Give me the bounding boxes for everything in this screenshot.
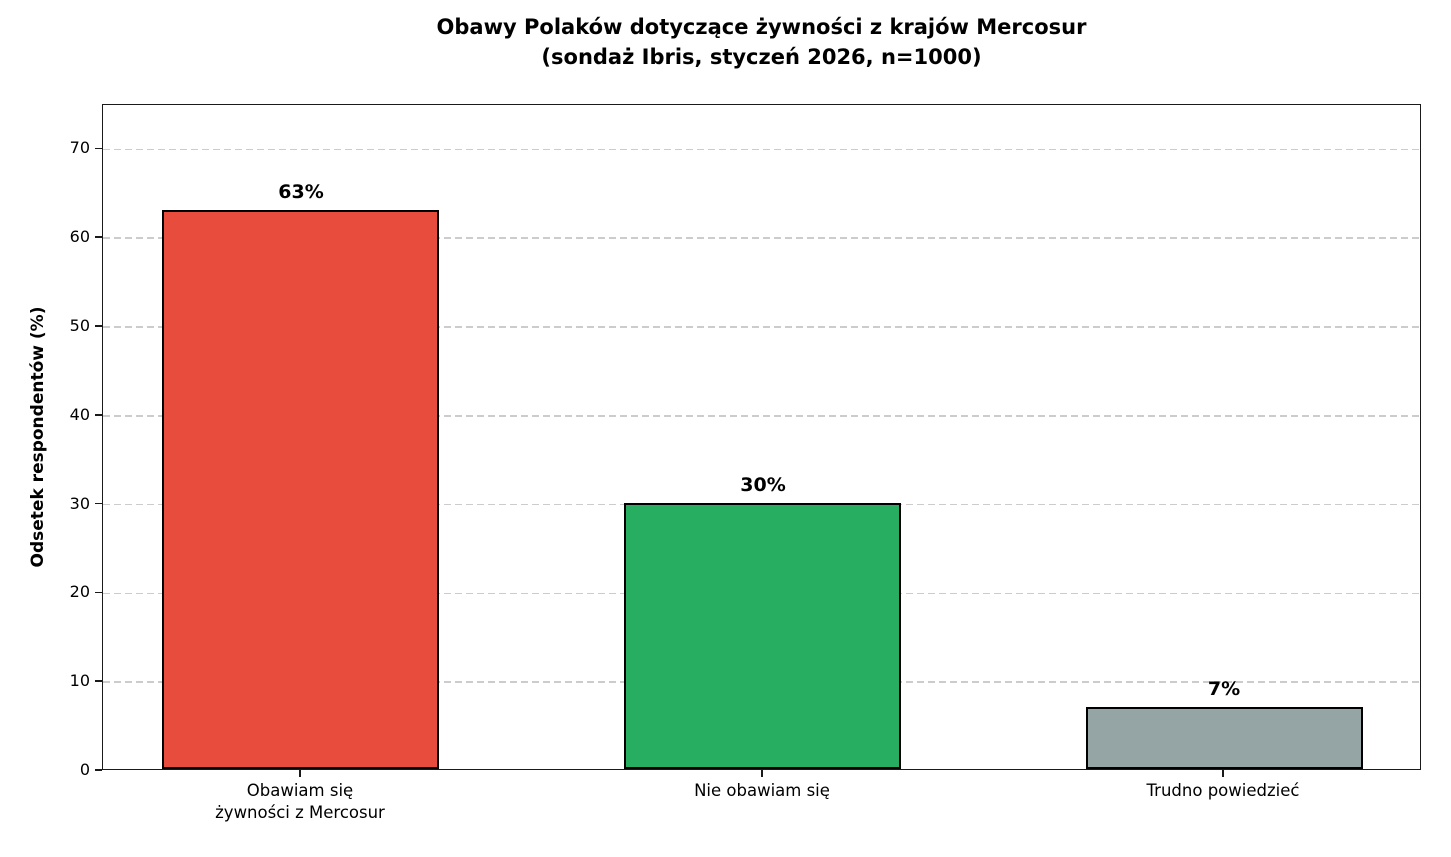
gridline bbox=[103, 148, 1420, 151]
bar bbox=[162, 210, 439, 769]
chart-title: Obawy Polaków dotyczące żywności z krajó… bbox=[436, 15, 1087, 39]
x-tick-mark bbox=[1222, 770, 1224, 777]
y-tick-label: 70 bbox=[69, 138, 90, 158]
y-tick-mark bbox=[95, 591, 102, 594]
y-tick-label: 30 bbox=[69, 493, 90, 513]
x-tick-label: Obawiam się żywności z Mercosur bbox=[215, 781, 385, 822]
x-tick-mark bbox=[299, 770, 301, 777]
gridline bbox=[103, 326, 1420, 328]
y-tick-label: 20 bbox=[69, 582, 90, 602]
y-tick-label: 40 bbox=[69, 404, 90, 424]
y-tick-label: 50 bbox=[69, 316, 90, 335]
title-block: Obawy Polaków dotyczące żywności z krajó… bbox=[102, 12, 1421, 72]
y-tick-mark bbox=[95, 147, 102, 150]
bar-value-label: 63% bbox=[278, 181, 324, 203]
y-axis-label: Odsetek respondentów (%) bbox=[28, 306, 48, 568]
y-tick-label: 60 bbox=[69, 227, 90, 247]
x-tick-mark bbox=[761, 770, 763, 777]
y-tick-mark bbox=[95, 414, 102, 416]
y-tick-mark bbox=[95, 325, 102, 327]
bar bbox=[1086, 707, 1363, 769]
bar bbox=[624, 503, 901, 769]
y-tick-mark bbox=[95, 680, 102, 682]
x-tick-label: Nie obawiam się bbox=[694, 781, 830, 800]
y-tick-label: 10 bbox=[69, 671, 90, 691]
gridline bbox=[103, 237, 1420, 239]
chart-subtitle: (sondaż Ibris, styczeń 2026, n=1000) bbox=[541, 45, 982, 69]
y-tick-label: 0 bbox=[79, 760, 90, 779]
y-tick-mark bbox=[95, 769, 102, 771]
plot-area: 63% 30% 7% bbox=[102, 104, 1421, 770]
y-tick-mark bbox=[95, 236, 102, 238]
bar-value-label: 7% bbox=[1207, 678, 1241, 700]
gridline bbox=[103, 415, 1420, 417]
x-tick-label: Trudno powiedzieć bbox=[1146, 781, 1300, 800]
y-tick-mark bbox=[95, 502, 102, 505]
bar-value-label: 30% bbox=[740, 474, 786, 496]
